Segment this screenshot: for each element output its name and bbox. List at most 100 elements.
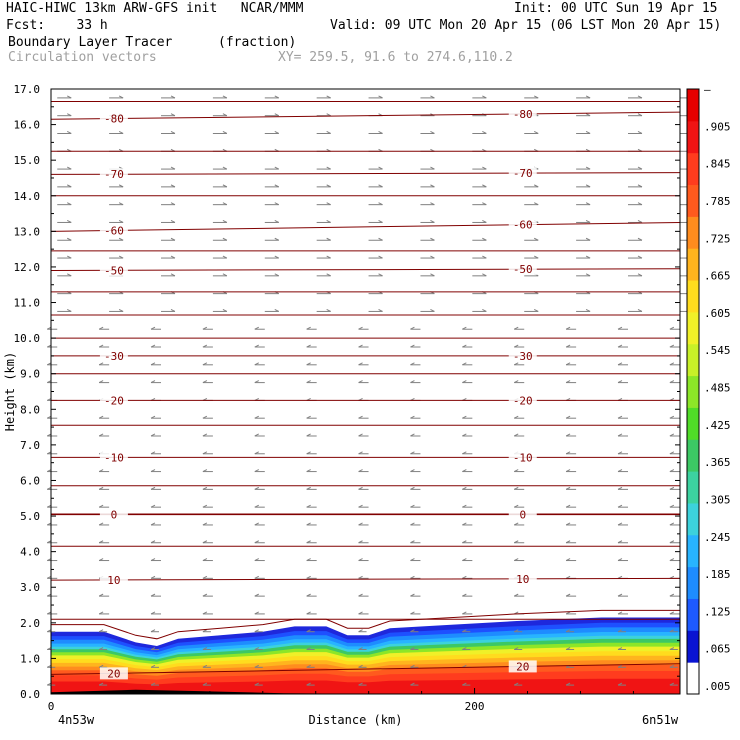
wind-vector-head — [170, 202, 176, 206]
wind-vector-head — [306, 451, 311, 455]
wind-vector-head — [150, 540, 156, 544]
wind-vector-head — [274, 308, 280, 312]
y-tick-label: 14.0 — [14, 190, 41, 203]
colorbar-swatch — [687, 343, 699, 377]
contour-label-bg — [508, 572, 537, 585]
wind-vector-head — [306, 326, 311, 330]
wind-vector-head — [254, 504, 260, 508]
wind-vector-head — [358, 629, 363, 633]
contour-label: 10 — [516, 573, 529, 586]
wind-vector-head — [326, 202, 331, 206]
wind-vector-head — [274, 237, 280, 241]
wind-vector-head — [170, 273, 176, 277]
x-end-label-left: 4n53w — [58, 713, 95, 727]
y-tick-label: 10.0 — [14, 332, 41, 345]
wind-vector-head — [565, 451, 571, 455]
contour-label: -20 — [513, 394, 533, 407]
temperature-contour — [50, 268, 681, 271]
wind-vector-head — [306, 362, 311, 366]
y-tick-label: 16.0 — [14, 119, 41, 132]
contour-label-bg — [99, 264, 128, 277]
wind-vector-head — [617, 380, 623, 384]
wind-vector-head — [254, 558, 260, 561]
y-tick-label: 7.0 — [20, 439, 40, 452]
contour-label-bg — [508, 508, 537, 521]
wind-vector-head — [669, 451, 675, 455]
colorbar-label: – — [704, 83, 711, 96]
wind-vector-head — [306, 647, 311, 650]
wind-vector-head — [533, 255, 539, 259]
colorbar-swatch — [687, 502, 699, 536]
wind-vector-head — [170, 255, 176, 259]
wind-vector-head — [482, 220, 487, 223]
contour-label-bg — [508, 660, 537, 673]
wind-vector-head — [150, 380, 156, 384]
wind-vector-head — [98, 433, 104, 437]
colorbar-label: .065 — [704, 643, 731, 656]
wind-vector-head — [98, 504, 104, 508]
colorbar-swatch — [687, 375, 699, 408]
wind-vector-head — [306, 504, 311, 508]
y-tick-label: 0.0 — [20, 688, 40, 701]
wind-vector-head — [669, 344, 675, 348]
contour-label-bg — [508, 167, 537, 180]
wind-vector-head — [410, 451, 415, 455]
wind-vector-head — [274, 202, 280, 206]
wind-vector-head — [98, 647, 104, 650]
wind-vector-head — [254, 451, 260, 455]
wind-vector-head — [98, 593, 104, 597]
wind-vector-head — [565, 647, 571, 650]
wind-vector-head — [67, 220, 72, 223]
wind-vector-head — [617, 415, 623, 419]
colorbar-label: .485 — [704, 382, 731, 395]
contour-label-bg — [508, 349, 537, 362]
wind-vector-head — [274, 220, 280, 223]
wind-vector-head — [150, 362, 156, 366]
wind-vector-head — [202, 451, 208, 455]
wind-vector-head — [67, 95, 72, 99]
wind-vector-head — [462, 415, 467, 419]
wind-vector-head — [533, 237, 539, 241]
wind-vector-head — [202, 611, 208, 615]
wind-vector-head — [410, 629, 415, 633]
y-tick-label: 11.0 — [14, 297, 41, 310]
wind-vector-head — [378, 131, 383, 134]
wind-vector-head — [378, 273, 383, 277]
wind-vector-head — [358, 469, 363, 473]
wind-vector-head — [170, 95, 176, 99]
wind-vector-head — [565, 469, 571, 473]
wind-vector-head — [430, 95, 435, 99]
vector-name: Circulation vectors — [8, 50, 157, 65]
wind-vector-head — [462, 522, 467, 526]
wind-vector-head — [410, 380, 415, 384]
wind-vector-head — [669, 558, 675, 561]
wind-vector-head — [513, 380, 519, 384]
wind-vector-head — [410, 362, 415, 366]
wind-vector-head — [617, 558, 623, 561]
wind-vector-head — [378, 166, 383, 170]
y-tick-label: 13.0 — [14, 225, 41, 238]
colorbar-label: .185 — [704, 568, 731, 581]
wind-vector-head — [326, 131, 331, 134]
contour-label-bg — [99, 508, 128, 521]
contour-label: 0 — [111, 508, 118, 521]
wind-vector-head — [513, 362, 519, 366]
wind-vector-head — [410, 540, 415, 544]
colorbar-swatch — [687, 534, 699, 568]
wind-vector-head — [617, 664, 623, 668]
wind-vector-head — [254, 593, 260, 597]
wind-vector-head — [617, 647, 623, 650]
wind-vector-head — [326, 166, 331, 170]
wind-vector-head — [462, 380, 467, 384]
wind-vector-head — [202, 326, 208, 330]
wind-vector-head — [67, 166, 72, 170]
wind-vector-head — [378, 237, 383, 241]
colorbar-swatch — [687, 566, 699, 599]
wind-vector-head — [306, 664, 311, 668]
wind-vector-head — [565, 344, 571, 348]
wind-vector-head — [513, 415, 519, 419]
wind-vector-head — [274, 184, 280, 188]
wind-vector-head — [462, 682, 467, 686]
wind-vector-head — [358, 647, 363, 650]
wind-vector-head — [482, 131, 487, 134]
